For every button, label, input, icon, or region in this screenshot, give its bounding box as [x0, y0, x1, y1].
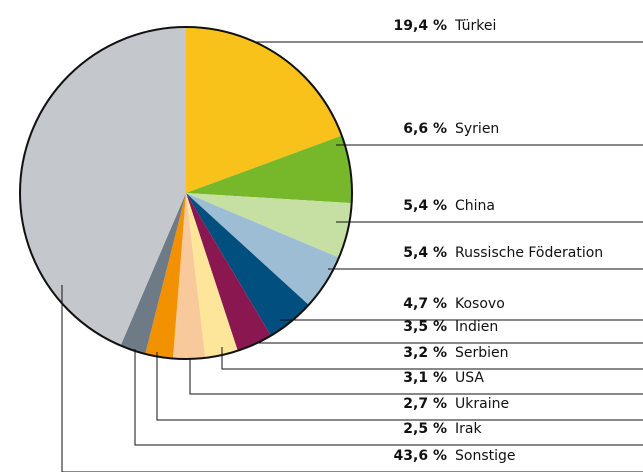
- category-label: China: [455, 198, 495, 214]
- category-label: Irak: [455, 421, 482, 437]
- pie-slice: [186, 193, 339, 305]
- category-label: Syrien: [455, 121, 499, 137]
- category-label: Russische Föderation: [455, 245, 603, 261]
- pie-slice: [186, 193, 271, 351]
- value-label: 3,5 %: [403, 319, 447, 335]
- category-label: Ukraine: [455, 396, 509, 412]
- value-label: 43,6 %: [394, 448, 447, 464]
- category-label: USA: [455, 370, 484, 386]
- pie-slice: [172, 193, 206, 359]
- pie-slice: [186, 193, 238, 358]
- leader-line: [134, 349, 643, 446]
- category-label: Sonstige: [455, 448, 516, 464]
- category-label: Türkei: [454, 18, 496, 34]
- pie-slice: [120, 193, 186, 354]
- value-label: 3,1 %: [403, 370, 447, 386]
- value-label: 3,2 %: [403, 345, 447, 361]
- value-label: 6,6 %: [403, 121, 447, 137]
- leader-line: [221, 347, 643, 370]
- pie-slice: [186, 193, 352, 258]
- pie-slice: [186, 27, 342, 193]
- value-label: 2,7 %: [403, 396, 447, 412]
- value-label: 5,4 %: [403, 198, 447, 214]
- category-label: Kosovo: [455, 296, 505, 312]
- pie-slice: [145, 193, 186, 359]
- pie-outline: [19, 26, 353, 360]
- pie-slice: [186, 135, 352, 204]
- value-label: 2,5 %: [403, 421, 447, 437]
- value-label: 4,7 %: [403, 296, 447, 312]
- category-label: Indien: [455, 319, 498, 335]
- pie-slice: [186, 193, 309, 336]
- leader-line: [189, 358, 643, 395]
- leader-line: [156, 352, 643, 421]
- value-label: 19,4 %: [394, 18, 447, 34]
- leader-line: [61, 285, 643, 472]
- value-label: 5,4 %: [403, 245, 447, 261]
- category-label: Serbien: [455, 345, 509, 361]
- pie-slice: [20, 27, 187, 346]
